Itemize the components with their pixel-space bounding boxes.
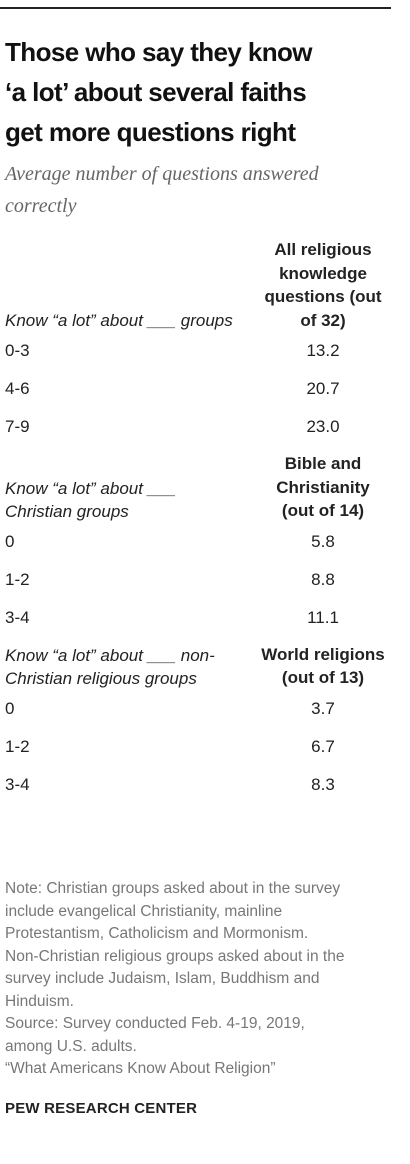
- row-value: 23.0: [306, 417, 340, 436]
- section-header: Know “a lot” about ___ groups All religio…: [5, 238, 390, 332]
- note: Note: Christian groups asked about in th…: [5, 880, 345, 1010]
- section-header: Know “a lot” about ___ Christian groups B…: [5, 452, 390, 523]
- column-header: All religious knowledge questions (out o…: [264, 240, 382, 330]
- row-group-label: Know “a lot” about ___ non-Christian rel…: [5, 645, 215, 688]
- row-group-label: Know “a lot” about ___ Christian groups: [5, 478, 177, 521]
- row-value: 13.2: [306, 341, 340, 360]
- row-label: 7-9: [5, 417, 30, 436]
- title-line: Those who say they know: [5, 37, 313, 67]
- section: Know “a lot” about ___ non-Christian rel…: [5, 643, 390, 804]
- row-label: 3-4: [5, 774, 30, 794]
- row-value: 5.8: [311, 531, 335, 551]
- title-line: get more questions right: [5, 117, 296, 147]
- row-value: 11.1: [307, 607, 339, 627]
- column-header: Bible and Christianity (out of 14): [276, 454, 370, 520]
- table-row: 3-4 8.3: [5, 766, 390, 804]
- section-header: Know “a lot” about ___ non-Christian rel…: [5, 643, 390, 690]
- table-row: 0 3.7: [5, 690, 390, 728]
- row-label: 1-2: [5, 569, 30, 589]
- footer: PEW RESEARCH CENTER: [5, 1100, 198, 1117]
- row-label: 1-2: [5, 736, 30, 756]
- row-value: 6.7: [311, 736, 335, 756]
- table: Know “a lot” about ___ groups All religio…: [5, 238, 390, 810]
- column-header: World religions (out of 13): [261, 644, 385, 688]
- notes: Note: Christian groups asked about in th…: [5, 878, 345, 1081]
- table-row: 0 5.8: [5, 523, 390, 561]
- title: Those who say they know ‘a lot’ about sev…: [5, 32, 400, 152]
- table-row: 3-4 11.1: [5, 599, 390, 637]
- section: Know “a lot” about ___ Christian groups B…: [5, 452, 390, 637]
- table-row: 4-6 20.7: [5, 370, 390, 408]
- table-row: 0-3 13.2: [5, 332, 390, 370]
- row-label: 4-6: [5, 379, 30, 398]
- source: Source: Survey conducted Feb. 4-19, 2019…: [5, 1015, 305, 1055]
- title-line: ‘a lot’ about several faiths: [5, 77, 307, 107]
- row-label: 0: [5, 531, 15, 551]
- table-row: 1-2 8.8: [5, 561, 390, 599]
- table-row: 1-2 6.7: [5, 728, 390, 766]
- section: Know “a lot” about ___ groups All religio…: [5, 238, 390, 446]
- row-value: 8.3: [311, 774, 335, 794]
- row-label: 3-4: [5, 607, 30, 627]
- subtitle: Average number of questions answered cor…: [5, 163, 319, 217]
- row-value: 8.8: [311, 569, 335, 589]
- table-row: 7-9 23.0: [5, 408, 390, 446]
- row-group-label: Know “a lot” about ___ groups: [5, 311, 233, 330]
- top-rule: [0, 7, 391, 9]
- row-value: 3.7: [311, 698, 335, 718]
- report: “What Americans Know About Religion”: [5, 1060, 276, 1077]
- row-value: 20.7: [306, 379, 340, 398]
- row-label: 0: [5, 698, 15, 718]
- row-label: 0-3: [5, 341, 30, 360]
